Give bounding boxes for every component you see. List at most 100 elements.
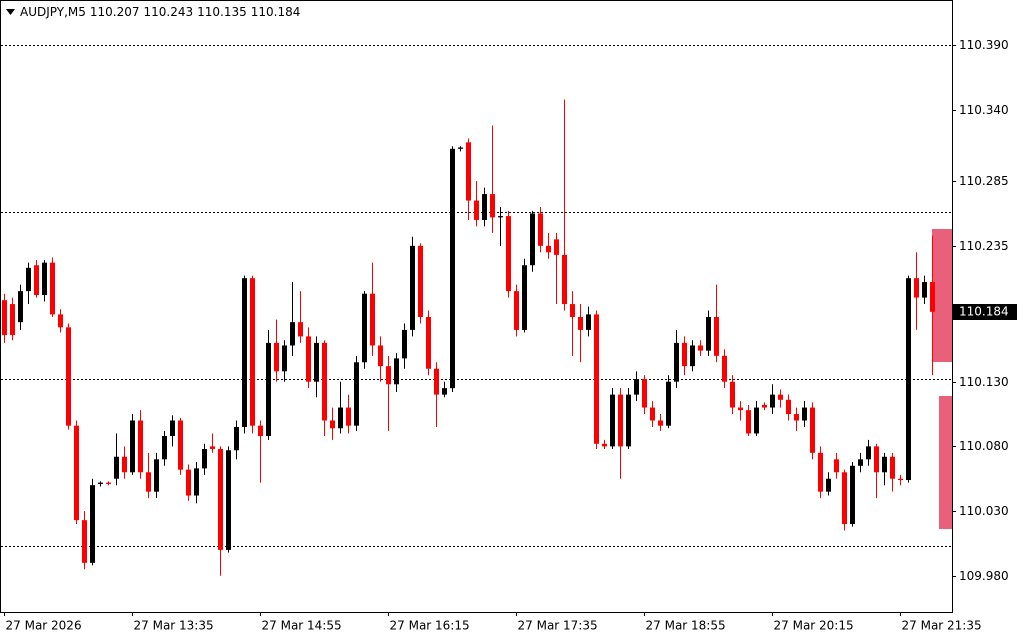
candle-body <box>618 394 623 447</box>
open: 110.207 <box>89 5 140 19</box>
candle-body <box>26 267 31 292</box>
candle-body <box>146 472 151 492</box>
candle-body <box>882 456 887 473</box>
candle-body <box>522 265 527 330</box>
candle-body <box>642 379 647 408</box>
indicator-zone <box>932 229 952 362</box>
candle-body <box>794 414 799 421</box>
candle-body <box>202 448 207 469</box>
candle-body <box>218 448 223 550</box>
candle-body <box>842 472 847 525</box>
price-label-bg <box>953 304 1017 320</box>
candle-body <box>394 358 399 385</box>
candle-body <box>450 148 455 389</box>
y-tick-label: 110.235 <box>959 239 1009 253</box>
y-tick-label: 110.340 <box>959 103 1009 117</box>
x-tick-label: 27 Mar 18:55 <box>646 619 726 633</box>
candle-body <box>466 142 471 201</box>
candle-body <box>810 407 815 453</box>
candle-body <box>314 342 319 382</box>
candle-body <box>658 420 663 426</box>
candle-body <box>770 394 775 408</box>
candle-body <box>922 282 927 298</box>
candle-body <box>730 381 735 408</box>
candle-body <box>786 399 791 415</box>
candle-body <box>266 342 271 437</box>
candle-body <box>562 254 567 305</box>
candle-body <box>762 404 767 408</box>
candle-body <box>874 446 879 473</box>
candle-body <box>850 465 855 525</box>
candle-body <box>530 213 535 266</box>
candle-body <box>890 456 895 479</box>
candle-body <box>490 194 495 218</box>
y-tick-label: 110.130 <box>959 375 1009 389</box>
candle-body <box>426 316 431 369</box>
candle-body <box>50 262 55 315</box>
candle-body <box>634 379 639 395</box>
high: 110.243 <box>143 5 194 19</box>
candle-body <box>418 245 423 317</box>
candle-body <box>754 407 759 434</box>
candle-body <box>914 278 919 298</box>
candle-body <box>154 459 159 492</box>
candle-body <box>226 450 231 550</box>
x-tick-label: 27 Mar 16:15 <box>390 619 470 633</box>
chart-header: AUDJPY,M5 110.207 110.243 110.135 110.184 <box>6 5 304 19</box>
candle-body <box>122 456 127 473</box>
y-tick-label: 110.030 <box>959 504 1009 518</box>
candle-body <box>858 459 863 466</box>
candle-body <box>130 420 135 473</box>
y-tick-label: 110.285 <box>959 174 1009 188</box>
candle-body <box>498 216 503 218</box>
y-tick-label: 110.080 <box>959 439 1009 453</box>
header-arrow <box>6 9 15 15</box>
symbol: AUDJPY,M5 <box>20 5 86 19</box>
candle-body <box>306 336 311 382</box>
price-label: 110.184 <box>959 305 1009 319</box>
candle-body <box>82 520 87 563</box>
candle-body <box>714 316 719 356</box>
candle-body <box>610 394 615 447</box>
candle-body <box>74 425 79 521</box>
candle-body <box>722 355 727 382</box>
candle-body <box>826 478 831 492</box>
candle-body <box>234 426 239 451</box>
candle-body <box>170 420 175 437</box>
candle-body <box>274 342 279 372</box>
indicator-zone <box>939 396 952 529</box>
candle-body <box>778 394 783 400</box>
candle-body <box>570 304 575 317</box>
candle-body <box>474 200 479 220</box>
candle-body <box>458 147 463 149</box>
candle-body <box>322 342 327 421</box>
candle-body <box>546 245 551 253</box>
candle-body <box>554 239 559 255</box>
candle-body <box>626 394 631 447</box>
candle-body <box>42 262 47 296</box>
candle-body <box>2 300 7 336</box>
candle-body <box>354 362 359 426</box>
candle-body <box>738 407 743 411</box>
candle-body <box>162 436 167 460</box>
candle-body <box>290 322 295 346</box>
candle-body <box>706 316 711 351</box>
candle-body <box>538 213 543 246</box>
x-tick-label: 27 Mar 13:35 <box>134 619 214 633</box>
candle-body <box>818 452 823 492</box>
x-tick-label: 27 Mar 21:35 <box>902 619 982 633</box>
candle-body <box>586 314 591 330</box>
candle-body <box>578 316 583 330</box>
candle-body <box>690 345 695 367</box>
candle-body <box>650 407 655 421</box>
x-tick-label: 27 Mar 2026 <box>6 619 82 633</box>
candle-body <box>410 245 415 330</box>
candle-body <box>362 293 367 363</box>
candle-body <box>674 342 679 382</box>
candle-body <box>930 282 935 312</box>
candle-body <box>746 410 751 434</box>
candle-body <box>698 345 703 351</box>
candle-body <box>898 478 903 481</box>
